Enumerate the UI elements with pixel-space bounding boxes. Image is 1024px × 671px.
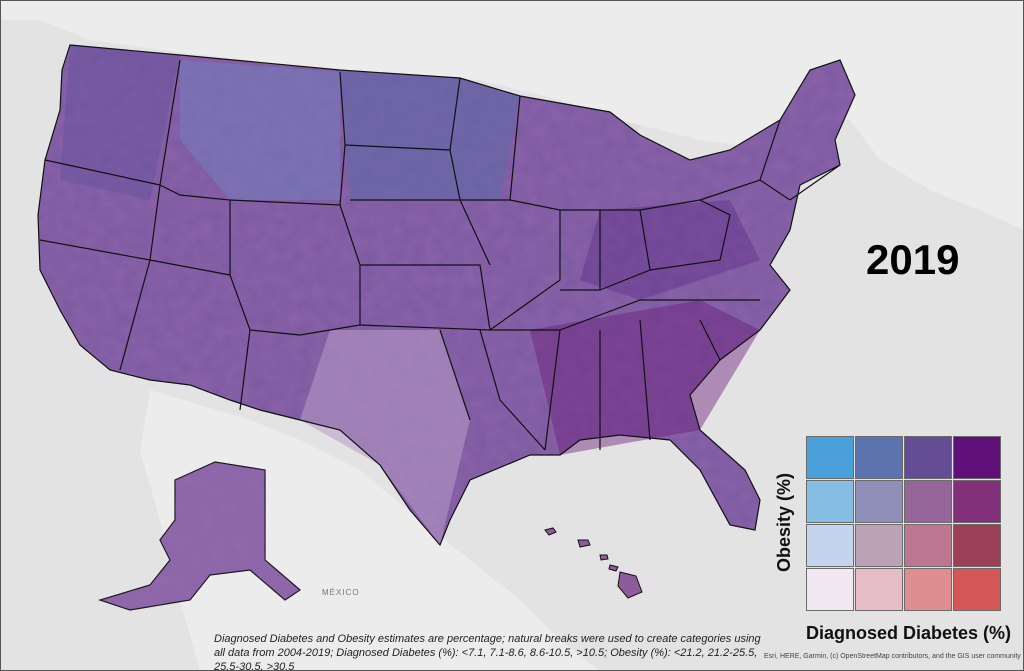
legend-cell bbox=[904, 480, 952, 523]
legend-cell bbox=[904, 436, 952, 479]
legend-y-label: Obesity (%) bbox=[774, 472, 794, 572]
place-label-mexico: MÉXICO bbox=[322, 588, 360, 597]
legend-cell bbox=[806, 568, 854, 611]
bivariate-legend bbox=[806, 436, 1002, 614]
legend-cell bbox=[806, 524, 854, 567]
attribution: Esri, HERE, Garmin, (c) OpenStreetMap co… bbox=[764, 653, 1021, 660]
legend-cell bbox=[953, 480, 1001, 523]
canada-land bbox=[0, 0, 1024, 230]
year-label: 2019 bbox=[866, 236, 960, 283]
legend-cell bbox=[806, 436, 854, 479]
footnote: Diagnosed Diabetes and Obesity estimates… bbox=[214, 633, 761, 671]
legend-cell bbox=[855, 480, 903, 523]
alaska bbox=[98, 461, 301, 611]
legend-cell bbox=[806, 480, 854, 523]
legend-cell bbox=[953, 524, 1001, 567]
legend-cell bbox=[855, 568, 903, 611]
legend-cell bbox=[855, 524, 903, 567]
hawaii bbox=[544, 527, 643, 599]
state-borders bbox=[37, 44, 856, 547]
mexico-land bbox=[140, 390, 600, 671]
legend-cell bbox=[855, 436, 903, 479]
legend-cell bbox=[904, 524, 952, 567]
legend-x-label: Diagnosed Diabetes (%) bbox=[806, 623, 1012, 643]
legend-cell bbox=[904, 568, 952, 611]
legend-cell bbox=[953, 436, 1001, 479]
legend-cell bbox=[953, 568, 1001, 611]
